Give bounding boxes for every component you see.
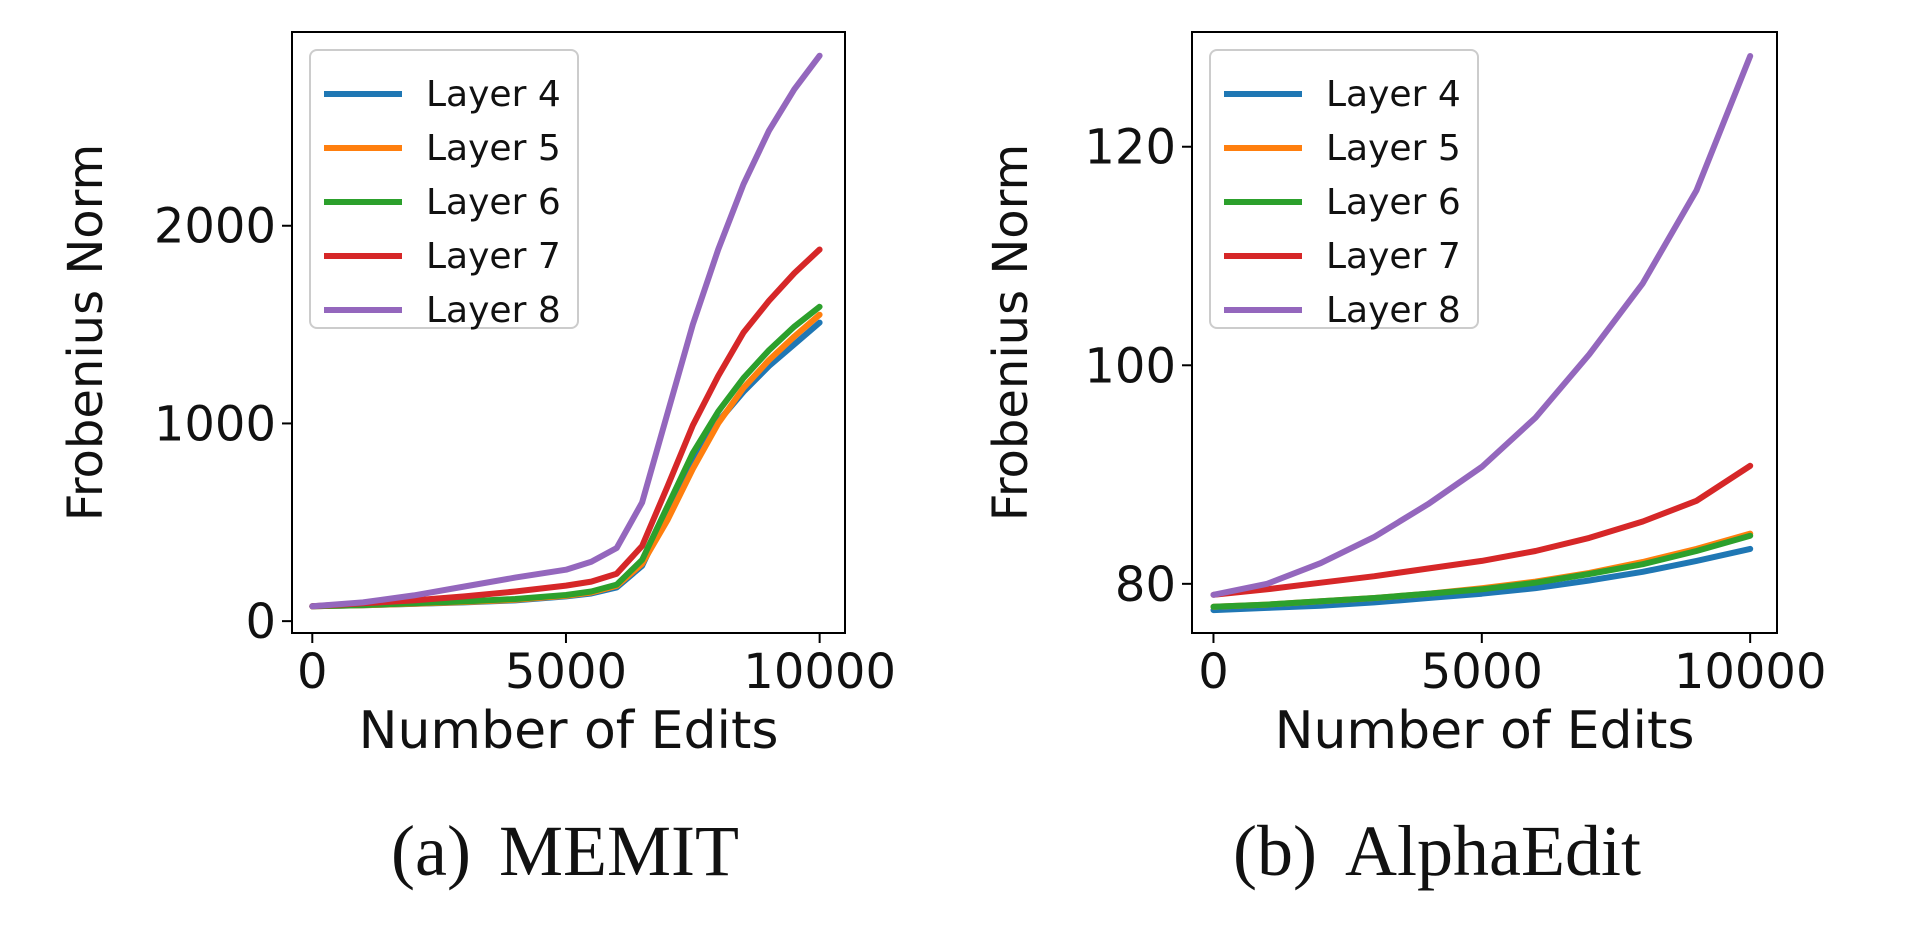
- x-tick-label: 5000: [505, 644, 627, 700]
- series-line-layer-7: [1210, 462, 1754, 598]
- x-axis-label: Number of Edits: [359, 701, 779, 761]
- y-tick-label: 0: [245, 594, 276, 650]
- legend-label: Layer 6: [1326, 182, 1461, 223]
- series-line-layer-5: [309, 311, 823, 610]
- x-tick-label: 5000: [1421, 644, 1543, 700]
- chart-alphaedit: 0 5000 10000 80 100 120 Number of Edits Frobeni…: [983, 31, 1827, 761]
- series-line-layer-6: [309, 303, 823, 610]
- y-tick-label: 2000: [154, 199, 276, 255]
- y-tick-label: 80: [1115, 557, 1176, 613]
- series-line-layer-7: [309, 246, 823, 610]
- x-axis-label: Number of Edits: [1275, 701, 1695, 761]
- series-line-layer-6: [1210, 532, 1754, 610]
- caption-alphaedit-label: (b): [1233, 811, 1317, 891]
- legend: Layer 4 Layer 5 Layer 6 Layer 7 Layer 8: [1209, 49, 1479, 331]
- legend: Layer 4 Layer 5 Layer 6 Layer 7 Layer 8: [309, 49, 579, 331]
- legend-label: Layer 7: [426, 236, 561, 277]
- x-tick-label: 10000: [743, 644, 896, 700]
- caption-alphaedit: (b) AlphaEdit: [1233, 810, 1641, 893]
- caption-memit-text: MEMIT: [498, 811, 739, 891]
- legend-label: Layer 5: [1326, 128, 1461, 169]
- series-line-layer-8: [1210, 53, 1754, 598]
- legend-label: Layer 7: [1326, 236, 1461, 277]
- legend-label: Layer 4: [426, 74, 561, 115]
- x-tick-label: 0: [1198, 644, 1229, 700]
- y-tick-label: 100: [1084, 338, 1176, 394]
- legend-label: Layer 8: [1326, 290, 1461, 331]
- x-tick-label: 0: [297, 644, 328, 700]
- y-tick-label: 120: [1084, 120, 1176, 176]
- series-line-layer-8: [309, 52, 823, 610]
- series-line-layer-4: [309, 319, 823, 610]
- caption-memit-label: (a): [391, 811, 471, 891]
- legend-label: Layer 6: [426, 182, 561, 223]
- x-tick-label: 10000: [1674, 644, 1827, 700]
- plot-frame: [291, 31, 846, 634]
- legend-label: Layer 8: [426, 290, 561, 331]
- chart-memit: 0 5000 10000 0 1000 2000 Number of Edits Froben…: [58, 31, 896, 761]
- plot-frame: [1191, 31, 1778, 634]
- series-line-layer-4: [1210, 545, 1754, 614]
- caption-alphaedit-text: AlphaEdit: [1345, 811, 1641, 891]
- y-tick-label: 1000: [154, 396, 276, 452]
- legend-label: Layer 5: [426, 128, 561, 169]
- legend-label: Layer 4: [1326, 74, 1461, 115]
- caption-memit: (a) MEMIT: [391, 810, 739, 893]
- y-axis-label: Frobenius Norm: [58, 144, 114, 522]
- y-axis-label: Frobenius Norm: [983, 144, 1039, 522]
